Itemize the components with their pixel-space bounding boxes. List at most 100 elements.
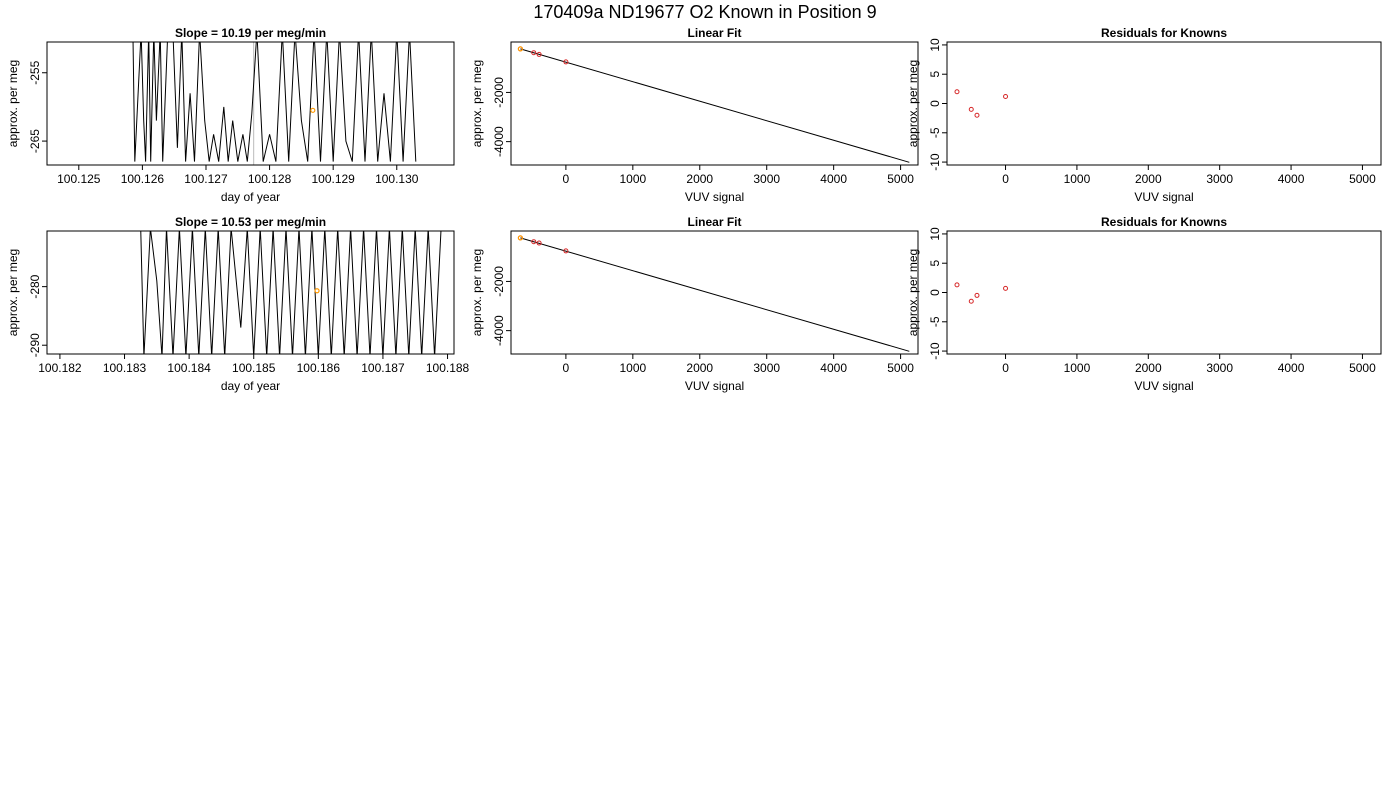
x-tick-label: 5000 [1349, 361, 1376, 375]
x-axis-label: VUV signal [685, 190, 744, 204]
x-tick-label: 100.129 [311, 172, 355, 186]
y-axis-label: approx. per meg [906, 249, 920, 336]
y-tick-label: -255 [28, 60, 42, 84]
y-axis-label: approx. per meg [6, 249, 20, 336]
plot-frame [510, 41, 919, 166]
panel-trace-bottom: Slope = 10.53 per meg/min 100.182 100.183 1… [6, 215, 470, 393]
y-tick-label: -265 [28, 129, 42, 153]
y-tick-label: 10 [928, 38, 942, 52]
x-tick-label: 100.185 [232, 361, 276, 375]
panel-title: Residuals for Knowns [1101, 215, 1227, 229]
x-tick-label: 100.127 [184, 172, 228, 186]
x-tick-label: 4000 [820, 361, 847, 375]
x-tick-label: 0 [563, 361, 570, 375]
fit-line [520, 48, 910, 163]
known-point [954, 282, 960, 288]
panel-title: Slope = 10.19 per meg/min [175, 26, 326, 40]
x-tick-label: 100.130 [375, 172, 419, 186]
known-point [954, 89, 960, 95]
panels-grid: Slope = 10.19 per meg/min 100.125 100.126 1… [6, 26, 1382, 393]
known-point [536, 51, 542, 57]
panel-fit-top: Linear Fit 0 1000 2000 3000 4000 5000 VUV signa… [470, 26, 919, 204]
y-tick-label: -5 [928, 127, 942, 138]
highlight-point [314, 288, 320, 294]
plot-area [954, 282, 1009, 304]
x-tick-label: 5000 [1349, 172, 1376, 186]
x-tick-label: 0 [1002, 361, 1009, 375]
y-tick-label: -2000 [492, 77, 506, 108]
x-tick-label: 4000 [1278, 172, 1305, 186]
x-tick-label: 1000 [619, 172, 646, 186]
x-tick-label: 2000 [686, 172, 713, 186]
panel-residuals-bottom: Residuals for Knowns 0 1000 2000 3000 4000 500… [906, 215, 1382, 393]
known-point [563, 59, 569, 65]
panel-title: Residuals for Knowns [1101, 26, 1227, 40]
x-tick-label: 1000 [619, 361, 646, 375]
x-axis-label: VUV signal [685, 379, 744, 393]
known-point [531, 239, 537, 245]
x-tick-label: 100.188 [426, 361, 470, 375]
x-tick-label: 1000 [1064, 172, 1091, 186]
known-point [974, 292, 980, 298]
trace-series [132, 42, 417, 162]
plot-frame [46, 230, 455, 355]
trace-series [140, 231, 442, 354]
y-tick-label: -280 [28, 274, 42, 298]
plot-frame [946, 230, 1382, 355]
y-axis-label: approx. per meg [906, 60, 920, 147]
x-tick-label: 3000 [753, 172, 780, 186]
x-tick-label: 100.126 [121, 172, 165, 186]
known-point [968, 106, 974, 112]
figure-title: 170409a ND19677 O2 Known in Position 9 [533, 2, 876, 22]
known-point [968, 298, 974, 304]
x-tick-label: 2000 [1135, 172, 1162, 186]
y-tick-label: -290 [28, 333, 42, 357]
x-tick-label: 100.128 [248, 172, 292, 186]
y-axis-label: approx. per meg [470, 60, 484, 147]
x-axis-label: day of year [221, 379, 280, 393]
x-axis-label: day of year [221, 190, 280, 204]
y-tick-label: 0 [928, 289, 942, 296]
plot-frame [510, 230, 919, 355]
x-axis-label: VUV signal [1134, 190, 1193, 204]
known-point [1003, 285, 1009, 291]
x-tick-label: 0 [1002, 172, 1009, 186]
panel-title: Linear Fit [687, 215, 741, 229]
known-point [536, 240, 542, 246]
x-tick-label: 4000 [1278, 361, 1305, 375]
y-tick-label: -10 [928, 153, 942, 171]
highlight-point [517, 46, 523, 52]
panel-trace-top: Slope = 10.19 per meg/min 100.125 100.126 1… [6, 26, 455, 204]
plot-area [517, 235, 910, 352]
y-tick-label: 5 [928, 260, 942, 267]
y-tick-label: -4000 [492, 315, 506, 346]
y-axis-label: approx. per meg [6, 60, 20, 147]
panel-title: Slope = 10.53 per meg/min [175, 215, 326, 229]
x-tick-label: 100.182 [38, 361, 82, 375]
x-tick-label: 100.187 [361, 361, 405, 375]
fit-line [520, 237, 910, 352]
plot-area [517, 46, 910, 163]
x-tick-label: 100.183 [103, 361, 147, 375]
x-tick-label: 0 [563, 172, 570, 186]
y-tick-label: 0 [928, 100, 942, 107]
x-axis-label: VUV signal [1134, 379, 1193, 393]
y-tick-label: -2000 [492, 266, 506, 297]
x-tick-label: 1000 [1064, 361, 1091, 375]
x-tick-label: 100.184 [167, 361, 211, 375]
y-axis-label: approx. per meg [470, 249, 484, 336]
x-tick-label: 2000 [686, 361, 713, 375]
known-point [1003, 93, 1009, 99]
highlight-point [517, 235, 523, 241]
panel-fit-bottom: Linear Fit 0 1000 2000 3000 4000 5000 VUV signa… [470, 215, 919, 393]
x-tick-label: 2000 [1135, 361, 1162, 375]
plot-area [954, 89, 1009, 118]
known-point [563, 248, 569, 254]
y-tick-label: 10 [928, 227, 942, 241]
x-tick-label: 100.186 [297, 361, 341, 375]
y-tick-label: -4000 [492, 126, 506, 157]
x-tick-label: 5000 [887, 361, 914, 375]
x-tick-label: 3000 [753, 361, 780, 375]
y-tick-label: -10 [928, 342, 942, 360]
